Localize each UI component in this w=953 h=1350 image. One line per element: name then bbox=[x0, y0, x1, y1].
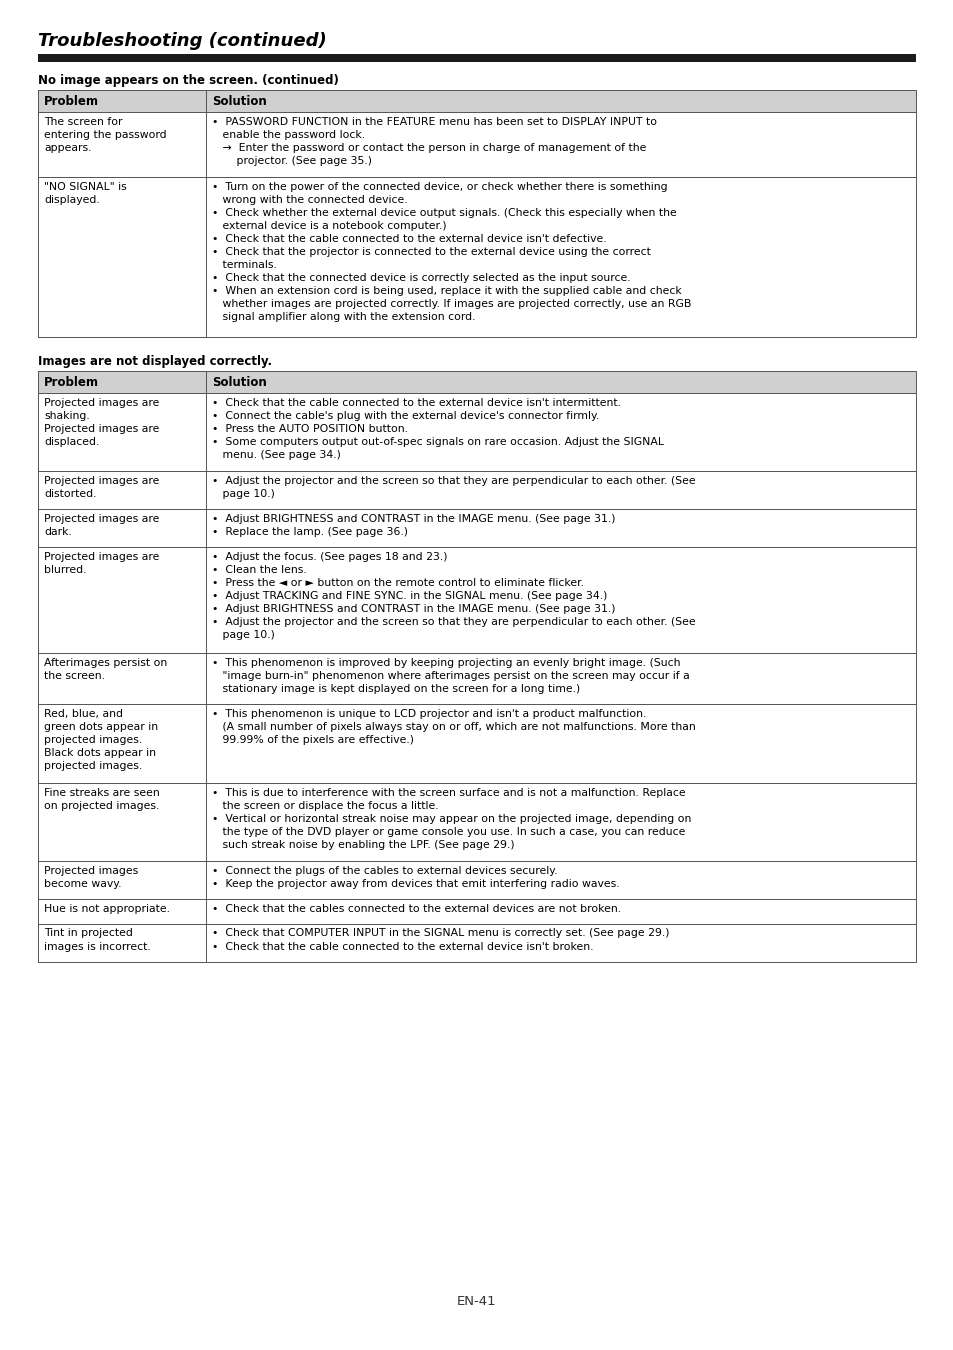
Bar bbox=[38, 112, 915, 177]
Text: "NO SIGNAL" is
displayed.: "NO SIGNAL" is displayed. bbox=[44, 182, 127, 205]
Bar bbox=[38, 177, 206, 336]
Text: •  Adjust BRIGHTNESS and CONTRAST in the IMAGE menu. (See page 31.)
•  Replace t: • Adjust BRIGHTNESS and CONTRAST in the … bbox=[212, 514, 615, 537]
Bar bbox=[38, 90, 206, 112]
Text: Solution: Solution bbox=[212, 375, 267, 389]
Text: •  Check that the cable connected to the external device isn't intermittent.
•  : • Check that the cable connected to the … bbox=[212, 397, 663, 459]
Bar bbox=[38, 783, 915, 861]
Bar bbox=[38, 923, 206, 961]
Text: EN-41: EN-41 bbox=[456, 1295, 497, 1308]
Bar bbox=[38, 471, 206, 509]
Bar bbox=[38, 177, 915, 336]
Text: No image appears on the screen. (continued): No image appears on the screen. (continu… bbox=[38, 74, 338, 86]
Text: •  This phenomenon is unique to LCD projector and isn't a product malfunction.
 : • This phenomenon is unique to LCD proje… bbox=[212, 709, 695, 745]
Text: Troubleshooting (continued): Troubleshooting (continued) bbox=[38, 32, 327, 50]
Text: Projected images
become wavy.: Projected images become wavy. bbox=[44, 865, 138, 890]
Bar bbox=[38, 923, 915, 961]
Text: •  Connect the plugs of the cables to external devices securely.
•  Keep the pro: • Connect the plugs of the cables to ext… bbox=[212, 865, 619, 890]
Bar bbox=[38, 393, 206, 471]
Text: •  Check that COMPUTER INPUT in the SIGNAL menu is correctly set. (See page 29.): • Check that COMPUTER INPUT in the SIGNA… bbox=[212, 929, 669, 952]
Bar bbox=[38, 547, 206, 652]
Text: Red, blue, and
green dots appear in
projected images.
Black dots appear in
proje: Red, blue, and green dots appear in proj… bbox=[44, 709, 158, 771]
Bar bbox=[38, 54, 915, 62]
Text: Problem: Problem bbox=[44, 95, 99, 108]
Bar bbox=[38, 703, 915, 783]
Bar bbox=[38, 471, 915, 509]
Bar bbox=[38, 899, 915, 923]
Bar bbox=[38, 509, 206, 547]
Bar bbox=[38, 547, 915, 652]
Text: •  PASSWORD FUNCTION in the FEATURE menu has been set to DISPLAY INPUT to
   ena: • PASSWORD FUNCTION in the FEATURE menu … bbox=[212, 117, 657, 166]
Text: Problem: Problem bbox=[44, 375, 99, 389]
Text: •  Adjust the focus. (See pages 18 and 23.)
•  Clean the lens.
•  Press the ◄ or: • Adjust the focus. (See pages 18 and 23… bbox=[212, 552, 695, 640]
Text: The screen for
entering the password
appears.: The screen for entering the password app… bbox=[44, 117, 167, 153]
Text: Projected images are
dark.: Projected images are dark. bbox=[44, 514, 159, 537]
Text: Afterimages persist on
the screen.: Afterimages persist on the screen. bbox=[44, 657, 167, 680]
Bar bbox=[38, 783, 206, 861]
Bar bbox=[38, 90, 915, 112]
Text: Projected images are
shaking.
Projected images are
displaced.: Projected images are shaking. Projected … bbox=[44, 397, 159, 447]
Text: Projected images are
distorted.: Projected images are distorted. bbox=[44, 477, 159, 500]
Text: Images are not displayed correctly.: Images are not displayed correctly. bbox=[38, 355, 272, 367]
Text: Solution: Solution bbox=[212, 95, 267, 108]
Bar bbox=[38, 393, 915, 471]
Bar bbox=[38, 652, 915, 703]
Bar bbox=[38, 112, 206, 177]
Text: Tint in projected
images is incorrect.: Tint in projected images is incorrect. bbox=[44, 929, 151, 952]
Text: •  Check that the cables connected to the external devices are not broken.: • Check that the cables connected to the… bbox=[212, 904, 620, 914]
Text: Fine streaks are seen
on projected images.: Fine streaks are seen on projected image… bbox=[44, 787, 159, 810]
Text: •  Turn on the power of the connected device, or check whether there is somethin: • Turn on the power of the connected dev… bbox=[212, 182, 691, 323]
Bar bbox=[38, 899, 206, 923]
Bar bbox=[38, 861, 915, 899]
Text: •  Adjust the projector and the screen so that they are perpendicular to each ot: • Adjust the projector and the screen so… bbox=[212, 477, 695, 500]
Text: •  This is due to interference with the screen surface and is not a malfunction.: • This is due to interference with the s… bbox=[212, 787, 691, 849]
Bar bbox=[38, 370, 915, 393]
Bar bbox=[38, 370, 206, 393]
Bar bbox=[38, 509, 915, 547]
Text: Hue is not appropriate.: Hue is not appropriate. bbox=[44, 904, 170, 914]
Bar bbox=[38, 703, 206, 783]
Bar bbox=[38, 861, 206, 899]
Text: •  This phenomenon is improved by keeping projecting an evenly bright image. (Su: • This phenomenon is improved by keeping… bbox=[212, 657, 689, 694]
Text: Projected images are
blurred.: Projected images are blurred. bbox=[44, 552, 159, 575]
Bar bbox=[38, 652, 206, 703]
